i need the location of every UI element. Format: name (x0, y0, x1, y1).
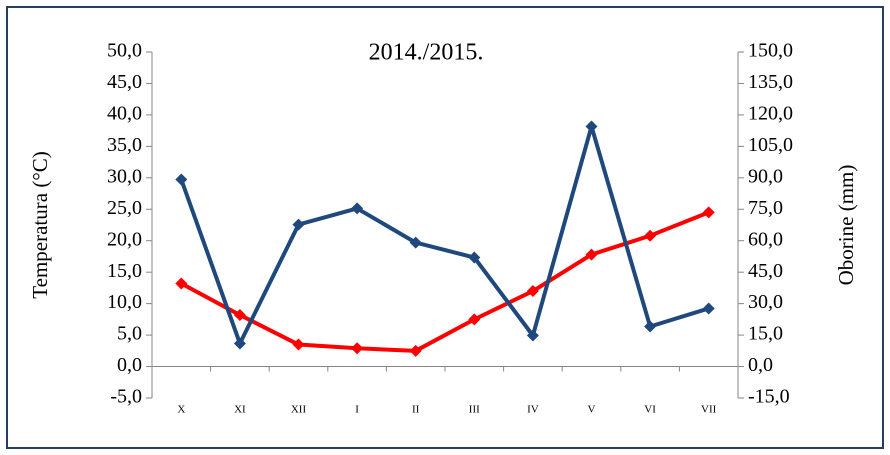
y-tick-label: 5,0 (117, 323, 142, 345)
x-tick-label: X (177, 404, 185, 416)
y2-tick-label: 30,0 (748, 291, 783, 313)
point-marker (702, 206, 715, 219)
y2-tick-label: 135,0 (748, 71, 793, 93)
x-tick-label: I (355, 404, 359, 416)
y2-tick-label: 90,0 (748, 165, 783, 187)
y2-tick-label: 120,0 (748, 103, 793, 125)
x-tick-label: XII (291, 404, 307, 416)
point-marker (292, 218, 305, 231)
x-tick-label: IV (527, 404, 539, 416)
y-tick-label: 45,0 (107, 71, 142, 93)
y2-tick-label: 75,0 (748, 197, 783, 219)
point-marker (702, 302, 715, 315)
y2-tick-label: 0,0 (748, 354, 773, 376)
y-tick-label: 30,0 (107, 165, 142, 187)
y-tick-label: 10,0 (107, 291, 142, 313)
point-marker (585, 248, 598, 261)
point-marker (175, 173, 188, 186)
y-tick-label: 15,0 (107, 260, 142, 282)
y-tick-label: 0,0 (117, 354, 142, 376)
y2-axis-title: Oborine (mm) (834, 165, 858, 286)
y-tick-label: 25,0 (107, 197, 142, 219)
x-tick-label: VI (644, 404, 656, 416)
point-marker (292, 338, 305, 351)
point-marker (644, 229, 657, 242)
point-marker (351, 202, 364, 215)
frame (6, 6, 884, 449)
y2-tick-label: 60,0 (748, 228, 783, 250)
point-marker (409, 344, 422, 357)
y-tick-label: 35,0 (107, 134, 142, 156)
y-tick-label: -5,0 (110, 386, 142, 408)
x-tick-label: III (469, 404, 480, 416)
x-tick-label: XI (234, 404, 246, 416)
point-marker (526, 329, 539, 342)
point-marker (233, 308, 246, 321)
point-marker (585, 120, 598, 133)
y2-tick-label: 105,0 (748, 134, 793, 156)
y-tick-label: 20,0 (107, 228, 142, 250)
point-marker (175, 277, 188, 290)
y-axis-title: Temperatura (°C) (28, 151, 52, 298)
point-marker (233, 337, 246, 350)
x-tick-label: VII (701, 404, 717, 416)
point-marker (468, 251, 481, 264)
y-tick-label: 40,0 (107, 103, 142, 125)
x-tick-label: II (412, 404, 420, 416)
series-line (180, 210, 710, 353)
point-marker (468, 313, 481, 326)
point-marker (409, 236, 422, 249)
y2-tick-label: 150,0 (748, 40, 793, 62)
point-marker (644, 320, 657, 333)
point-marker (351, 342, 364, 355)
y2-tick-label: -15,0 (748, 386, 790, 408)
y2-tick-label: 15,0 (748, 323, 783, 345)
y-tick-label: 50,0 (107, 40, 142, 62)
point-marker (526, 285, 539, 298)
y2-tick-label: 45,0 (748, 260, 783, 282)
x-tick-label: V (588, 404, 596, 416)
chart-title: 2014./2015. (369, 40, 484, 66)
series-line (179, 124, 710, 346)
